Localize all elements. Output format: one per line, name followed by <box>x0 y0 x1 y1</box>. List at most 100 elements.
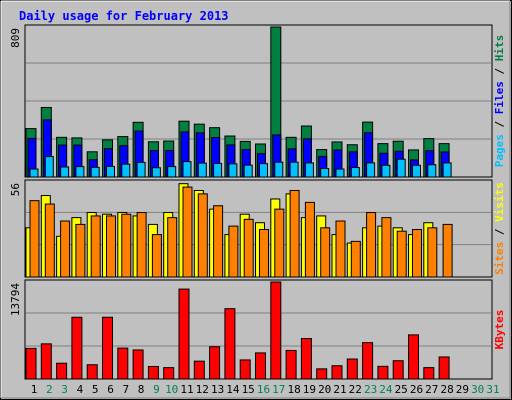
bar-pages-day-15 <box>243 164 253 178</box>
bar-kbytes-day-13 <box>209 346 221 380</box>
x-tick-label-day-30: 30 <box>471 383 484 396</box>
chart-title: Daily usage for February 2013 <box>19 9 229 23</box>
bar-sites-day-28 <box>442 223 453 278</box>
series-legend-labels: Pages / Files / Hits Sites / Visits KBytes <box>493 35 506 350</box>
x-tick-label-day-8: 8 <box>138 383 145 396</box>
bar-pages-day-13 <box>213 162 223 178</box>
bar-sites-day-11 <box>182 186 193 278</box>
panel-hits-legend: Pages / Files / Hits <box>493 35 506 168</box>
bar-pages-day-6 <box>106 165 115 178</box>
x-tick-label-day-14: 14 <box>226 383 240 396</box>
bar-sites-day-19 <box>304 201 315 278</box>
bar-sites-day-21 <box>335 220 346 278</box>
bar-sites-day-22 <box>350 240 361 278</box>
bar-kbytes-day-2 <box>40 343 52 380</box>
bar-kbytes-day-22 <box>346 358 358 380</box>
bar-pages-day-21 <box>335 168 345 178</box>
bar-pages-day-24 <box>381 164 391 178</box>
x-tick-label-day-10: 10 <box>165 383 178 396</box>
bar-pages-day-19 <box>304 162 314 178</box>
x-tick-label-day-5: 5 <box>92 383 99 396</box>
bar-pages-day-9 <box>151 167 161 178</box>
x-tick-label-day-2: 2 <box>46 383 53 396</box>
x-tick-label-day-12: 12 <box>196 383 209 396</box>
bar-pages-day-3 <box>60 166 70 178</box>
panel-kbytes-max-label: 13794 <box>9 283 22 316</box>
x-tick-label-day-16: 16 <box>257 383 270 396</box>
bar-kbytes-day-1 <box>25 347 37 380</box>
bar-sites-day-10 <box>167 217 178 278</box>
bar-kbytes-day-19 <box>300 338 312 380</box>
bar-sites-day-3 <box>60 220 71 278</box>
bar-sites-day-14 <box>228 225 239 278</box>
x-tick-label-day-23: 23 <box>364 383 377 396</box>
x-tick-label-day-25: 25 <box>395 383 408 396</box>
x-tick-label-day-31: 31 <box>486 383 499 396</box>
x-tick-label-day-22: 22 <box>349 383 362 396</box>
bars-group <box>25 26 453 380</box>
legend-part: Pages <box>493 134 506 167</box>
x-tick-label-day-3: 3 <box>61 383 68 396</box>
bar-sites-day-24 <box>381 217 392 278</box>
legend-part: Hits <box>493 35 506 62</box>
bar-kbytes-day-28 <box>438 356 450 380</box>
bar-sites-day-7 <box>121 213 132 278</box>
legend-part: / <box>493 61 506 81</box>
bar-pages-day-22 <box>350 167 360 178</box>
bar-kbytes-day-15 <box>239 359 251 380</box>
x-tick-label-day-15: 15 <box>242 383 255 396</box>
x-tick-label-day-19: 19 <box>303 383 316 396</box>
x-tick-label-day-7: 7 <box>122 383 129 396</box>
bar-pages-day-8 <box>136 161 146 178</box>
bar-kbytes-day-8 <box>132 349 144 380</box>
bar-sites-day-6 <box>106 215 116 278</box>
panel-visits-max-label: 56 <box>9 183 22 196</box>
bar-pages-day-25 <box>396 158 406 178</box>
x-tick-label-day-4: 4 <box>77 383 84 396</box>
bar-pages-day-5 <box>90 166 100 178</box>
bar-pages-day-18 <box>289 161 299 178</box>
legend-part: KBytes <box>493 310 506 350</box>
x-tick-label-day-24: 24 <box>379 383 393 396</box>
bar-sites-day-5 <box>90 215 101 278</box>
bar-kbytes-day-14 <box>224 308 236 380</box>
bar-kbytes-day-26 <box>408 334 419 380</box>
bar-kbytes-day-4 <box>71 316 83 380</box>
bar-kbytes-day-18 <box>285 349 297 380</box>
bar-sites-day-25 <box>396 230 407 278</box>
bar-kbytes-day-27 <box>423 367 435 380</box>
bar-sites-day-12 <box>197 193 208 278</box>
bar-sites-day-8 <box>136 212 147 278</box>
bar-sites-day-9 <box>151 234 162 278</box>
x-tick-label-day-9: 9 <box>153 383 160 396</box>
bar-kbytes-day-3 <box>56 362 68 380</box>
x-tick-label-day-29: 29 <box>456 383 469 396</box>
bar-kbytes-day-5 <box>86 364 98 380</box>
bar-kbytes-day-12 <box>193 360 205 380</box>
bar-sites-day-27 <box>427 227 438 278</box>
bar-sites-day-1 <box>29 200 40 278</box>
bar-kbytes-day-24 <box>377 365 389 380</box>
legend-part: / <box>493 222 506 242</box>
panel-hits-max-label: 809 <box>9 28 22 48</box>
bar-kbytes-day-11 <box>178 288 190 380</box>
bar-pages-day-10 <box>167 166 177 178</box>
bar-pages-day-7 <box>121 163 131 178</box>
panel-visits-legend: Sites / Visits <box>493 182 506 275</box>
x-tick-label-day-28: 28 <box>440 383 453 396</box>
bar-kbytes-day-9 <box>147 365 159 380</box>
bar-sites-day-16 <box>259 229 269 278</box>
bar-kbytes-day-25 <box>392 360 404 380</box>
bar-pages-day-20 <box>320 167 330 178</box>
bar-sites-day-17 <box>274 208 285 278</box>
bar-sites-day-26 <box>412 229 422 278</box>
legend-part: / <box>493 114 506 134</box>
x-tick-label-day-6: 6 <box>107 383 114 396</box>
panel-frames <box>24 24 493 380</box>
legend-part: Sites <box>493 242 506 275</box>
bar-pages-day-11 <box>182 161 192 178</box>
x-tick-label-day-27: 27 <box>425 383 438 396</box>
bar-sites-day-13 <box>213 205 224 278</box>
